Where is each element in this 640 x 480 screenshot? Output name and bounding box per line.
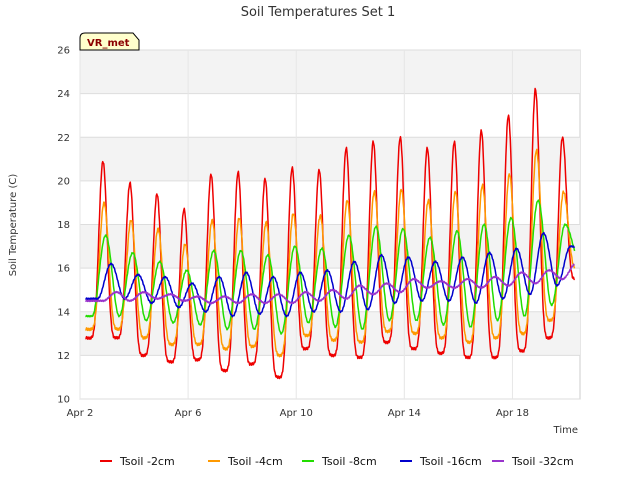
station-badge: VR_met: [79, 32, 140, 51]
legend-item: Tsoil -8cm: [302, 455, 377, 468]
y-tick-label: 14: [57, 307, 70, 318]
legend-label: Tsoil -32cm: [511, 455, 574, 468]
y-tick-label: 26: [57, 46, 70, 57]
x-axis-label: Time: [553, 425, 578, 436]
y-tick-label: 16: [57, 264, 70, 275]
legend-label: Tsoil -16cm: [419, 455, 482, 468]
legend-label: Tsoil -2cm: [119, 455, 175, 468]
x-tick-label: Apr 18: [496, 408, 529, 419]
x-tick-label: Apr 10: [280, 408, 313, 419]
x-axis-ticks: Apr 2 Apr 6 Apr 10 Apr 14 Apr 18: [67, 408, 529, 419]
y-tick-label: 22: [57, 133, 70, 144]
y-tick-label: 18: [57, 220, 70, 231]
legend-label: Tsoil -8cm: [321, 455, 377, 468]
chart-title: Soil Temperatures Set 1: [241, 5, 396, 20]
series-line-tsoil-16cm: [85, 231, 576, 318]
x-tick-label: Apr 2: [67, 408, 94, 419]
legend: Tsoil -2cm Tsoil -4cm Tsoil -8cm Tsoil -16c…: [100, 455, 574, 468]
x-tick-label: Apr 6: [175, 408, 202, 419]
y-tick-label: 12: [57, 351, 70, 362]
x-tick-label: Apr 14: [388, 408, 421, 419]
y-tick-label: 20: [57, 176, 70, 187]
plot-band: [80, 50, 580, 94]
legend-label: Tsoil -4cm: [227, 455, 283, 468]
legend-item: Tsoil -4cm: [208, 455, 283, 468]
legend-item: Tsoil -32cm: [492, 455, 574, 468]
legend-item: Tsoil -2cm: [100, 455, 175, 468]
plot-band: [80, 137, 580, 181]
plot-band: [80, 224, 580, 269]
station-badge-label: VR_met: [87, 38, 130, 49]
legend-item: Tsoil -16cm: [400, 455, 482, 468]
y-axis-label: Soil Temperature (C): [8, 174, 19, 277]
y-tick-label: 10: [57, 395, 70, 406]
series-line-tsoil-4cm: [85, 148, 576, 358]
series-lines: [85, 87, 576, 380]
series-line-tsoil-2cm: [85, 87, 576, 380]
y-tick-label: 24: [57, 89, 70, 100]
y-axis-ticks: 10 12 14 16 18 20 22 24 26: [57, 46, 70, 406]
series-line-tsoil-32cm: [85, 263, 575, 305]
